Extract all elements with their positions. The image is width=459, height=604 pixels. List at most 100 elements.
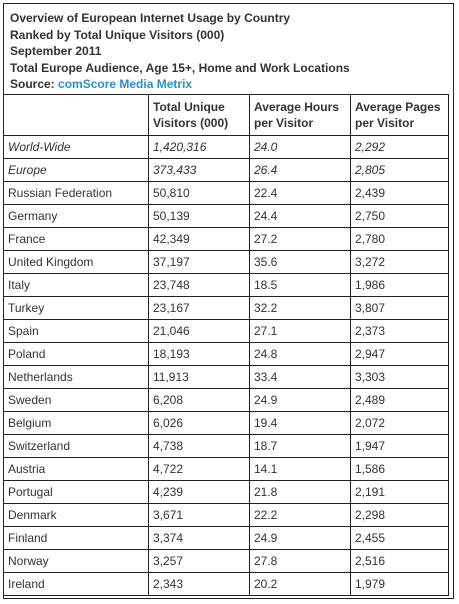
cell-country: Denmark bbox=[3, 503, 149, 527]
cell-pages: 2,489 bbox=[350, 388, 449, 412]
table-row: United Kingdom 37,197 35.6 3,272 bbox=[3, 250, 449, 274]
cell-pages: 2,780 bbox=[350, 227, 449, 251]
table-row: Russian Federation 50,810 22.4 2,439 bbox=[3, 181, 449, 205]
cell-pages: 2,191 bbox=[350, 480, 449, 504]
cell-country: France bbox=[3, 227, 149, 251]
cell-pages: 1,947 bbox=[350, 434, 449, 458]
cell-country: Austria bbox=[3, 457, 149, 481]
cell-visitors: 4,738 bbox=[148, 434, 250, 458]
cell-visitors: 373,433 bbox=[148, 158, 250, 182]
table-row: Germany 50,139 24.4 2,750 bbox=[3, 204, 449, 228]
cell-pages: 1,979 bbox=[350, 572, 449, 596]
table-row: Denmark 3,671 22.2 2,298 bbox=[3, 503, 449, 527]
table-row: Portugal 4,239 21.8 2,191 bbox=[3, 480, 449, 504]
cell-pages: 3,303 bbox=[350, 365, 449, 389]
cell-country: Norway bbox=[3, 549, 149, 573]
cell-visitors: 23,167 bbox=[148, 296, 250, 320]
cell-hours: 22.2 bbox=[249, 503, 351, 527]
cell-visitors: 18,193 bbox=[148, 342, 250, 366]
cell-hours: 26.4 bbox=[249, 158, 351, 182]
cell-visitors: 50,139 bbox=[148, 204, 250, 228]
cell-visitors: 6,208 bbox=[148, 388, 250, 412]
cell-hours: 35.6 bbox=[249, 250, 351, 274]
cell-country: Netherlands bbox=[3, 365, 149, 389]
cell-country: Italy bbox=[3, 273, 149, 297]
cell-hours: 27.1 bbox=[249, 319, 351, 343]
cell-hours: 24.9 bbox=[249, 526, 351, 550]
table-row: Sweden 6,208 24.9 2,489 bbox=[3, 388, 449, 412]
cell-hours: 14.1 bbox=[249, 457, 351, 481]
column-header-visitors: Total Unique Visitors (000) bbox=[148, 94, 250, 136]
table-row: Europe 373,433 26.4 2,805 bbox=[3, 158, 449, 182]
cell-country: Spain bbox=[3, 319, 149, 343]
cell-country: Turkey bbox=[3, 296, 149, 320]
cell-pages: 2,455 bbox=[350, 526, 449, 550]
table-row: Italy 23,748 18.5 1,986 bbox=[3, 273, 449, 297]
cell-country: Germany bbox=[3, 204, 149, 228]
cell-country: United Kingdom bbox=[3, 250, 149, 274]
table-row: Poland 18,193 24.8 2,947 bbox=[3, 342, 449, 366]
cell-visitors: 50,810 bbox=[148, 181, 250, 205]
report-audience: Total Europe Audience, Age 15+, Home and… bbox=[10, 60, 350, 75]
cell-country: Europe bbox=[3, 158, 149, 182]
table-row: Turkey 23,167 32.2 3,807 bbox=[3, 296, 449, 320]
cell-hours: 27.8 bbox=[249, 549, 351, 573]
table-row: Belgium 6,026 19.4 2,072 bbox=[3, 411, 449, 435]
cell-visitors: 1,420,316 bbox=[148, 135, 250, 159]
report-title: Overview of European Internet Usage by C… bbox=[10, 11, 291, 25]
cell-country: Sweden bbox=[3, 388, 149, 412]
cell-pages: 2,373 bbox=[350, 319, 449, 343]
cell-visitors: 3,257 bbox=[148, 549, 250, 573]
cell-pages: 3,807 bbox=[350, 296, 449, 320]
table-row: World-Wide 1,420,316 24.0 2,292 bbox=[3, 135, 449, 159]
cell-visitors: 3,374 bbox=[148, 526, 250, 550]
cell-hours: 32.2 bbox=[249, 296, 351, 320]
cell-country: Belgium bbox=[3, 411, 149, 435]
cell-country: Finland bbox=[3, 526, 149, 550]
cell-hours: 18.7 bbox=[249, 434, 351, 458]
cell-hours: 19.4 bbox=[249, 411, 351, 435]
cell-visitors: 4,239 bbox=[148, 480, 250, 504]
table-row: Netherlands 11,913 33.4 3,303 bbox=[3, 365, 449, 389]
cell-hours: 22.4 bbox=[249, 181, 351, 205]
cell-country: Portugal bbox=[3, 480, 149, 504]
cell-hours: 24.4 bbox=[249, 204, 351, 228]
cell-country: Switzerland bbox=[3, 434, 149, 458]
cell-pages: 2,439 bbox=[350, 181, 449, 205]
table-row: Austria 4,722 14.1 1,586 bbox=[3, 457, 449, 481]
cell-visitors: 2,343 bbox=[148, 572, 250, 596]
table-row: France 42,349 27.2 2,780 bbox=[3, 227, 449, 251]
cell-hours: 21.8 bbox=[249, 480, 351, 504]
cell-country: World-Wide bbox=[3, 135, 149, 159]
cell-pages: 2,292 bbox=[350, 135, 449, 159]
cell-hours: 18.5 bbox=[249, 273, 351, 297]
cell-pages: 3,272 bbox=[350, 250, 449, 274]
cell-visitors: 37,197 bbox=[148, 250, 250, 274]
cell-visitors: 4,722 bbox=[148, 457, 250, 481]
cell-pages: 1,586 bbox=[350, 457, 449, 481]
report-header: Overview of European Internet Usage by C… bbox=[4, 4, 453, 93]
column-header-country bbox=[3, 94, 149, 136]
cell-country: Russian Federation bbox=[3, 181, 149, 205]
source-link[interactable]: comScore Media Metrix bbox=[58, 77, 193, 91]
cell-country: Ireland bbox=[3, 572, 149, 596]
cell-pages: 2,072 bbox=[350, 411, 449, 435]
cell-pages: 2,750 bbox=[350, 204, 449, 228]
cell-hours: 33.4 bbox=[249, 365, 351, 389]
report-source: Source: comScore Media Metrix bbox=[10, 76, 453, 93]
source-label: Source: bbox=[10, 77, 55, 91]
cell-pages: 2,516 bbox=[350, 549, 449, 573]
table-row: Norway 3,257 27.8 2,516 bbox=[3, 549, 449, 573]
cell-visitors: 3,671 bbox=[148, 503, 250, 527]
cell-visitors: 21,046 bbox=[148, 319, 250, 343]
cell-visitors: 23,748 bbox=[148, 273, 250, 297]
usage-table: Total Unique Visitors (000) Average Hour… bbox=[3, 94, 449, 596]
cell-pages: 2,298 bbox=[350, 503, 449, 527]
table-row: Ireland 2,343 20.2 1,979 bbox=[3, 572, 449, 596]
cell-pages: 1,986 bbox=[350, 273, 449, 297]
cell-hours: 24.0 bbox=[249, 135, 351, 159]
cell-hours: 24.9 bbox=[249, 388, 351, 412]
cell-country: Poland bbox=[3, 342, 149, 366]
column-header-hours: Average Hours per Visitor bbox=[249, 94, 351, 136]
table-row: Finland 3,374 24.9 2,455 bbox=[3, 526, 449, 550]
